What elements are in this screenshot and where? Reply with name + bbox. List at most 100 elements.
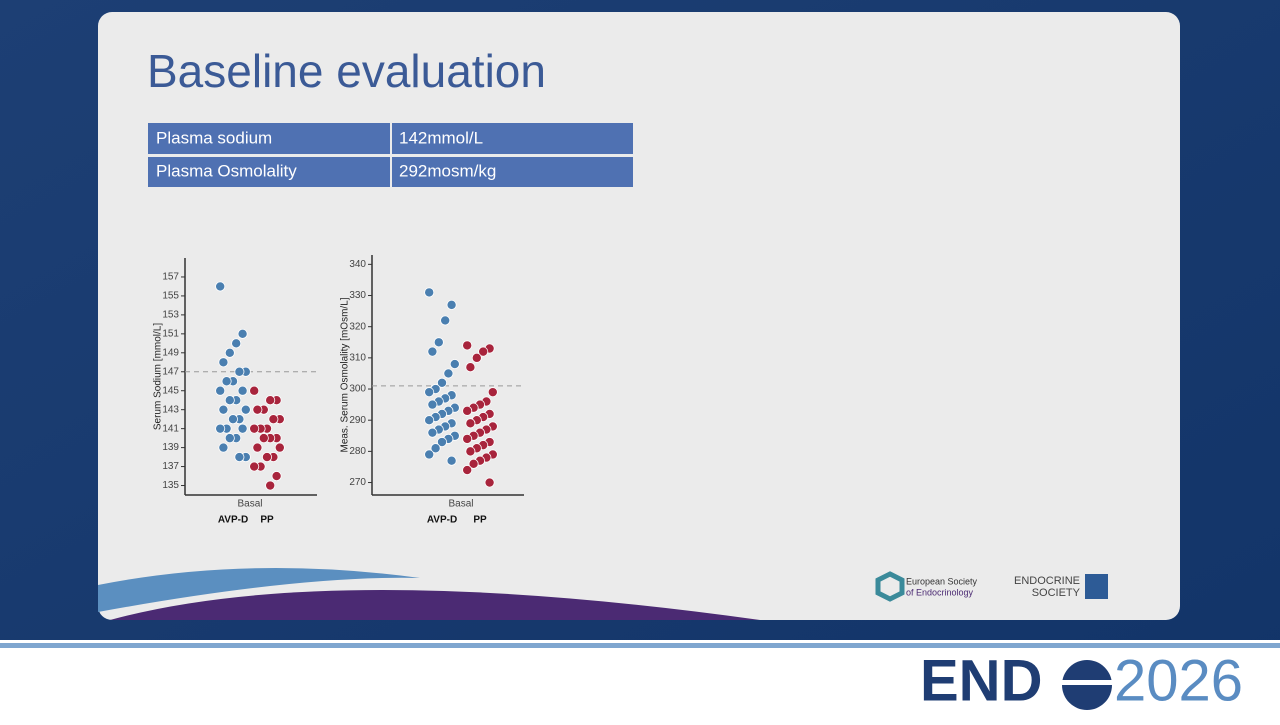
dot xyxy=(424,387,435,398)
wave xyxy=(110,590,760,620)
y-tick-label: 139 xyxy=(162,442,179,453)
dot xyxy=(446,299,457,310)
y-tick-label: 310 xyxy=(349,352,366,363)
y-tick-label: 330 xyxy=(349,290,366,301)
ese-logo: European Society of Endocrinology xyxy=(875,571,978,602)
y-tick-label: 270 xyxy=(349,477,366,488)
dot xyxy=(252,442,263,453)
dot xyxy=(468,458,479,469)
y-tick-label: 141 xyxy=(162,423,179,434)
dot xyxy=(462,405,473,416)
y-tick-label: 153 xyxy=(162,310,179,321)
dot xyxy=(462,465,473,476)
table: Plasma sodium 142mmol/L Plasma Osmolalit… xyxy=(148,123,633,187)
dot xyxy=(478,346,489,357)
y-tick-label: 135 xyxy=(162,480,179,491)
y-tick-label: 320 xyxy=(349,321,366,332)
dot xyxy=(484,477,495,488)
cell-text: 292mosm/kg xyxy=(399,161,496,180)
dot xyxy=(424,287,435,298)
logo-text: SOCIETY xyxy=(1032,587,1081,599)
y-tick-label: 157 xyxy=(162,272,179,283)
brand: END xyxy=(920,648,1042,713)
dot xyxy=(465,446,476,457)
y-tick-label: 280 xyxy=(349,446,366,457)
year: 2026 xyxy=(1114,648,1243,713)
dot xyxy=(215,281,226,292)
dot xyxy=(471,352,482,363)
dot xyxy=(237,423,248,434)
dot xyxy=(231,338,242,349)
y-tick-label: 340 xyxy=(349,259,366,270)
dot xyxy=(465,362,476,373)
dot xyxy=(462,433,473,444)
dot xyxy=(237,385,248,396)
cell xyxy=(392,157,633,187)
footer-line xyxy=(0,643,1280,648)
dot xyxy=(240,404,251,415)
dot xyxy=(443,368,454,379)
y-tick-label: 290 xyxy=(349,415,366,426)
dot xyxy=(424,449,435,460)
dot xyxy=(234,452,245,463)
dot xyxy=(234,366,245,377)
dot xyxy=(436,437,447,448)
dot xyxy=(249,461,260,472)
category-label: AVP-D xyxy=(427,515,457,526)
dot xyxy=(249,423,260,434)
logo-text: ENDOCRINE xyxy=(1014,575,1080,587)
cell-text: 142mmol/L xyxy=(399,128,483,147)
dot xyxy=(449,359,460,370)
dot xyxy=(218,357,229,368)
dot xyxy=(427,399,438,410)
dot xyxy=(249,385,260,396)
dot xyxy=(487,387,498,398)
dot xyxy=(440,315,451,326)
y-axis-label: Serum Sodium [mmol/L] xyxy=(153,323,164,430)
logo-text: European Society xyxy=(906,576,978,586)
dot xyxy=(252,404,263,415)
cell xyxy=(148,123,390,154)
dot xyxy=(215,423,226,434)
dot xyxy=(430,443,441,454)
y-tick-label: 145 xyxy=(162,385,179,396)
dot xyxy=(218,442,229,453)
endo-2026-logo: END 2026 xyxy=(920,648,1243,713)
dot xyxy=(462,340,473,351)
dot xyxy=(237,328,248,339)
y-tick-label: 155 xyxy=(162,291,179,302)
y-axis-label: Meas. Serum Osmolality [mOsm/L] xyxy=(340,297,351,452)
dot xyxy=(433,337,444,348)
wave xyxy=(98,568,420,612)
dot xyxy=(427,346,438,357)
dot xyxy=(465,418,476,429)
x-axis-label: Basal xyxy=(448,499,473,510)
dot xyxy=(427,427,438,438)
dot xyxy=(446,455,457,466)
dot xyxy=(227,414,238,425)
y-tick-label: 147 xyxy=(162,366,179,377)
endo-society-logo: ENDOCRINE SOCIETY xyxy=(1014,574,1108,599)
dot xyxy=(274,442,285,453)
logo-text: of Endocrinology xyxy=(906,587,974,597)
dot xyxy=(221,376,232,387)
logo-mark xyxy=(875,571,905,602)
dot xyxy=(218,404,229,415)
globe-stripe xyxy=(1060,680,1114,685)
y-tick-label: 149 xyxy=(162,347,179,358)
dot xyxy=(424,415,435,426)
y-tick-label: 143 xyxy=(162,404,179,415)
card xyxy=(98,12,1180,620)
dot xyxy=(265,480,276,491)
dot xyxy=(258,433,269,444)
cell-text: Plasma Osmolality xyxy=(156,161,297,180)
dot xyxy=(271,471,282,482)
title: Baseline evaluation xyxy=(147,45,546,97)
dot xyxy=(224,347,235,358)
dot xyxy=(265,395,276,406)
cell xyxy=(148,157,390,187)
category-label: PP xyxy=(260,515,274,526)
y-tick-label: 300 xyxy=(349,384,366,395)
